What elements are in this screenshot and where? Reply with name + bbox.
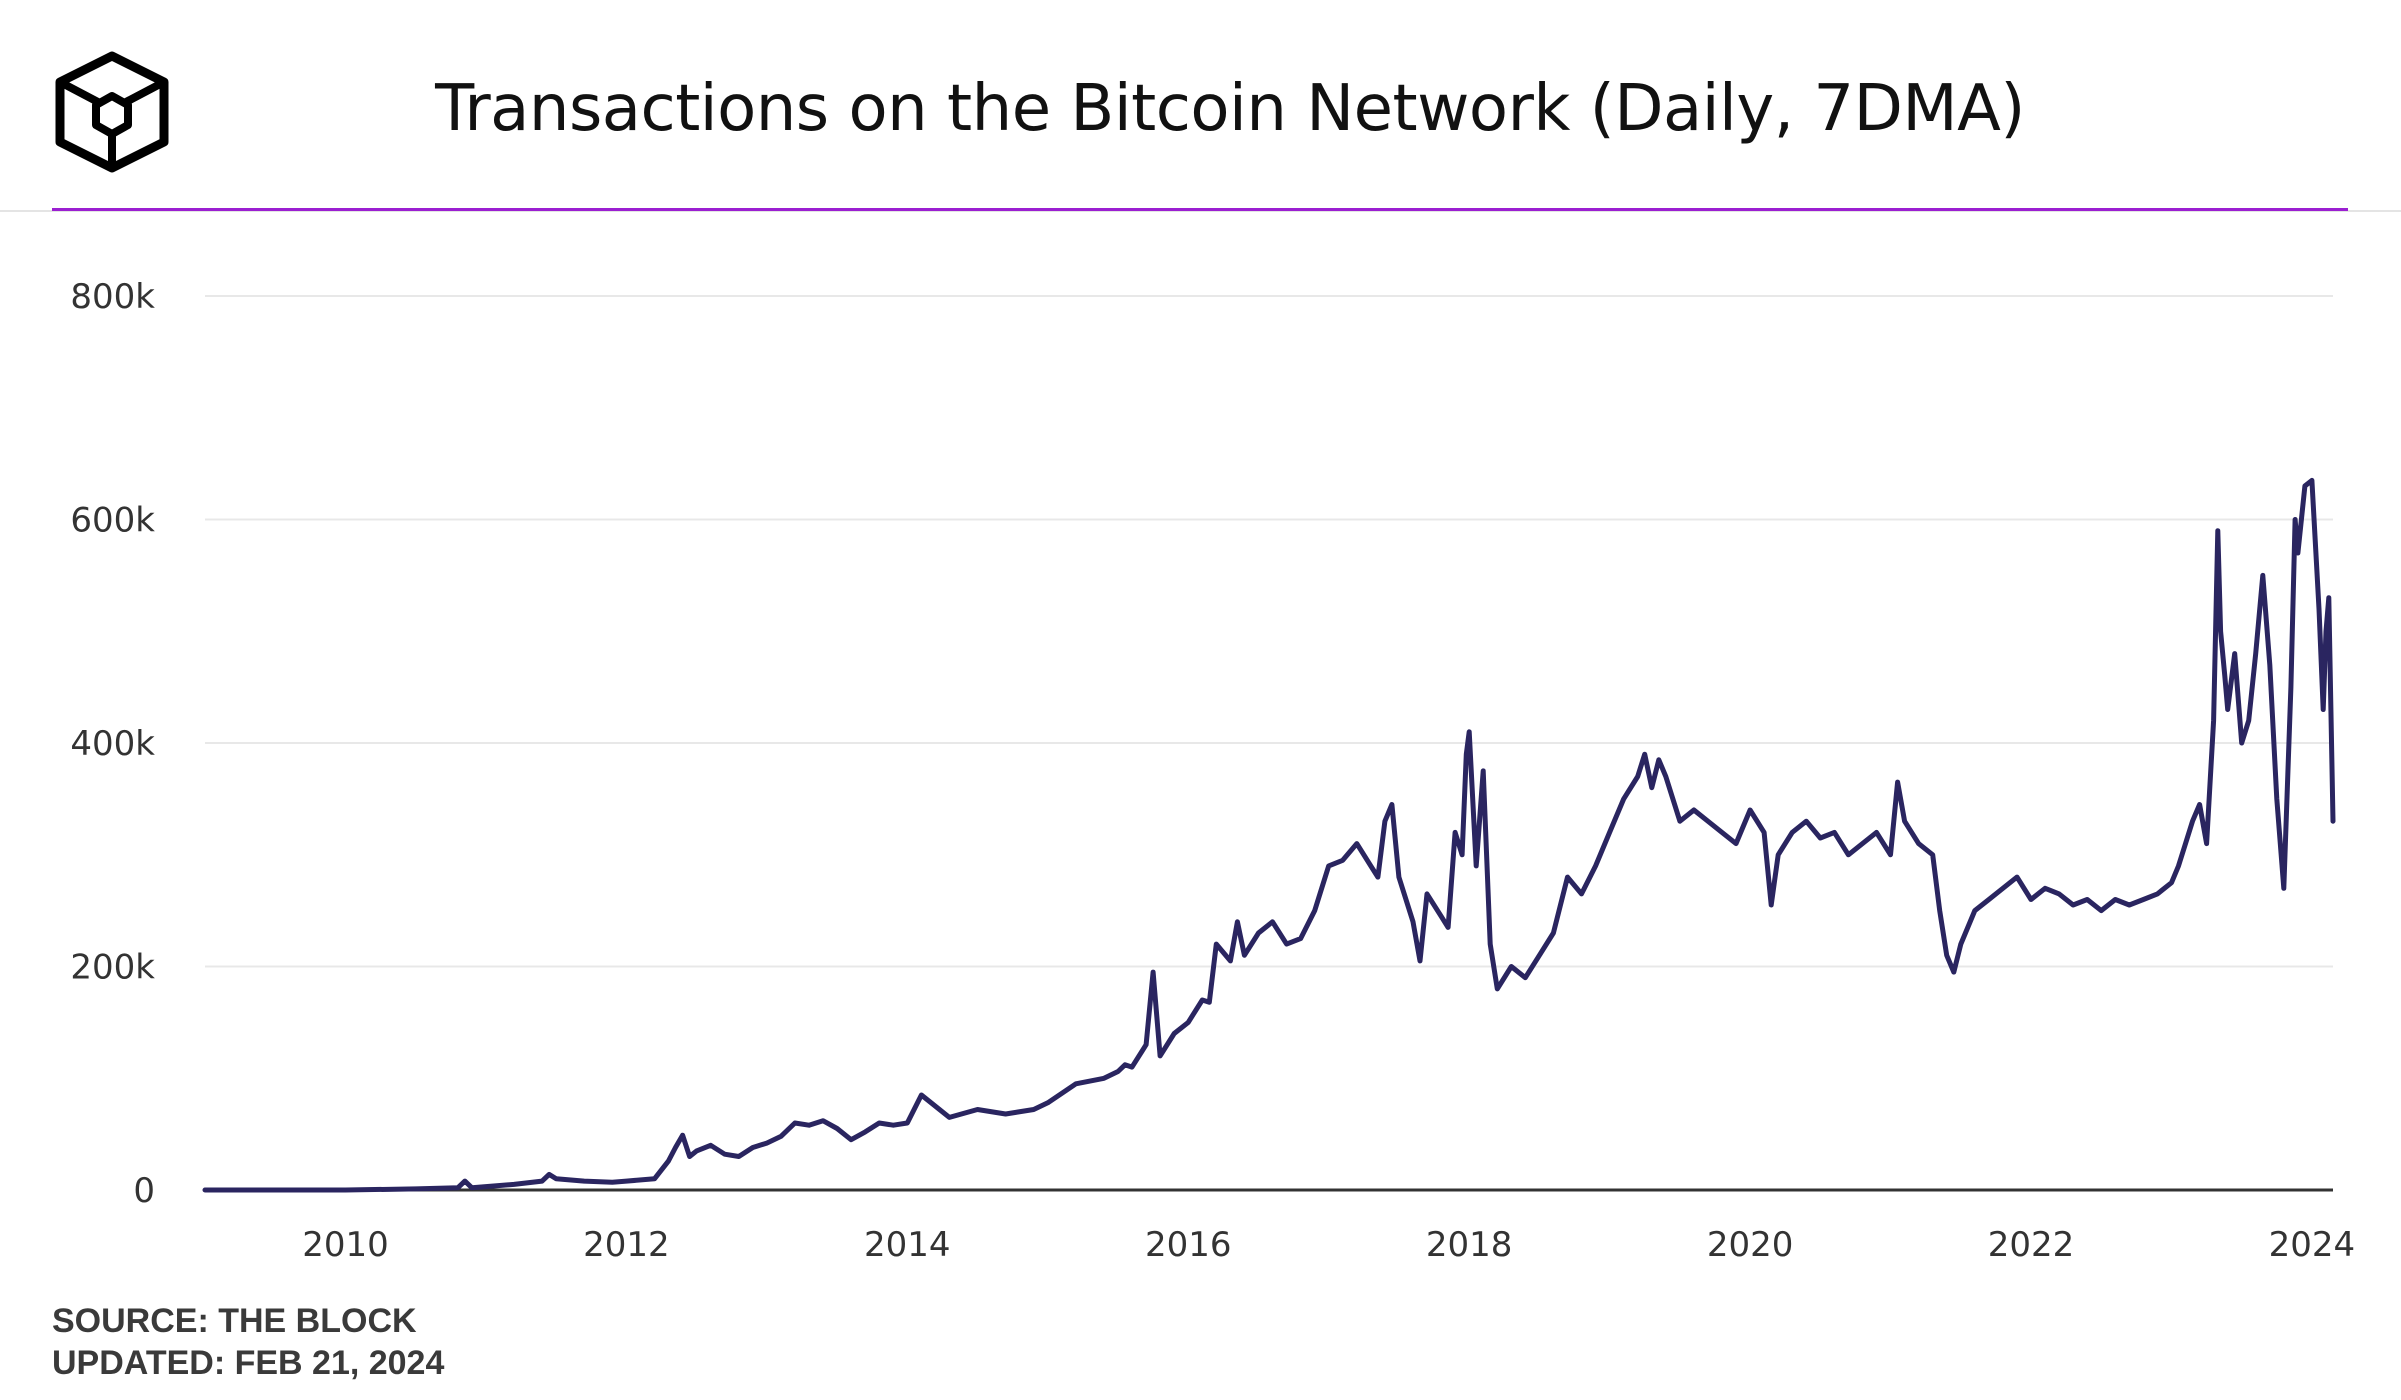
- accent-line: [52, 208, 2348, 211]
- updated-label: UPDATED: FEB 21, 2024: [52, 1344, 445, 1382]
- y-tick-label: 600k: [70, 501, 155, 541]
- y-tick-label: 800k: [70, 277, 155, 317]
- x-tick-label: 2022: [1988, 1225, 2075, 1265]
- the-block-logo-icon: [52, 50, 172, 174]
- x-tick-label: 2010: [302, 1225, 389, 1265]
- y-tick-label: 400k: [70, 724, 155, 764]
- x-tick-label: 2014: [864, 1225, 951, 1265]
- chart-footer: SOURCE: THE BLOCK UPDATED: FEB 21, 2024: [52, 1300, 444, 1384]
- x-tick-label: 2016: [1145, 1225, 1232, 1265]
- x-tick-label: 2020: [1707, 1225, 1794, 1265]
- series-line: [202, 477, 2336, 1193]
- y-tick-label: 0: [133, 1171, 155, 1211]
- x-tick-label: 2018: [1426, 1225, 1513, 1265]
- source-label: SOURCE: THE BLOCK: [52, 1302, 417, 1340]
- y-tick-label: 200k: [70, 948, 155, 988]
- header-divider: [0, 210, 2401, 212]
- chart-plot: 0 200k 400k 600k 800k 2010 2012 2014 2016 2018 202…: [70, 277, 2356, 1265]
- chart-title: Transactions on the Bitcoin Network (Dai…: [435, 72, 2025, 146]
- x-tick-label: 2024: [2269, 1225, 2356, 1265]
- x-tick-label: 2012: [583, 1225, 670, 1265]
